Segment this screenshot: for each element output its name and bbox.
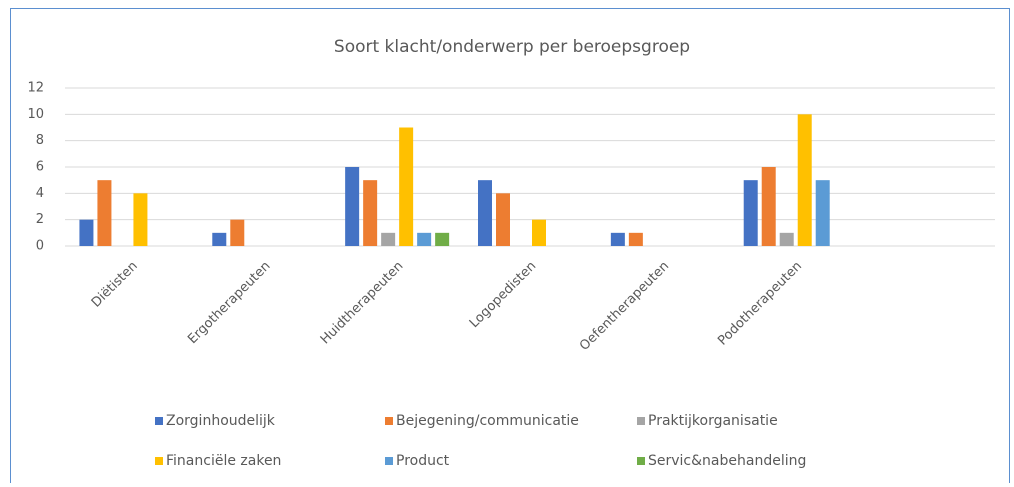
bar [212,232,227,246]
legend-swatch [385,457,393,465]
bar [381,232,396,246]
bar [345,167,360,246]
bar [797,114,812,246]
chart-title: Soort klacht/onderwerp per beroepsgroep [334,37,690,57]
bar [133,193,148,246]
bar [435,232,450,246]
legend-label: Product [396,453,450,469]
bar [610,232,625,246]
legend-swatch [155,417,163,425]
legend-label: Financiële zaken [166,453,281,469]
legend-label: Servic&nabehandeling [648,453,806,469]
y-tick-label: 12 [27,81,44,96]
legend-swatch [155,457,163,465]
legend-swatch [637,457,645,465]
bar [363,180,378,246]
legend-swatch [385,417,393,425]
legend-label: Bejegening/communicatie [396,413,579,429]
bar [496,193,510,246]
y-tick-label: 10 [27,107,44,122]
bar [628,232,643,246]
bar [779,232,794,246]
bar [478,180,492,246]
legend-label: Praktijkorganisatie [648,413,778,429]
bar [743,180,758,246]
bar [761,167,776,246]
bar [815,180,830,246]
legend-label: Zorginhoudelijk [166,413,276,429]
bar [399,127,414,246]
bar [417,232,432,246]
bar [230,219,245,246]
y-tick-label: 0 [36,239,44,254]
y-tick-label: 4 [36,186,44,201]
y-tick-label: 2 [36,212,44,227]
bar [79,219,94,246]
legend-swatch [637,417,645,425]
y-tick-label: 6 [36,160,44,175]
y-tick-label: 8 [36,133,44,148]
bar [97,180,112,246]
bar [532,219,546,246]
